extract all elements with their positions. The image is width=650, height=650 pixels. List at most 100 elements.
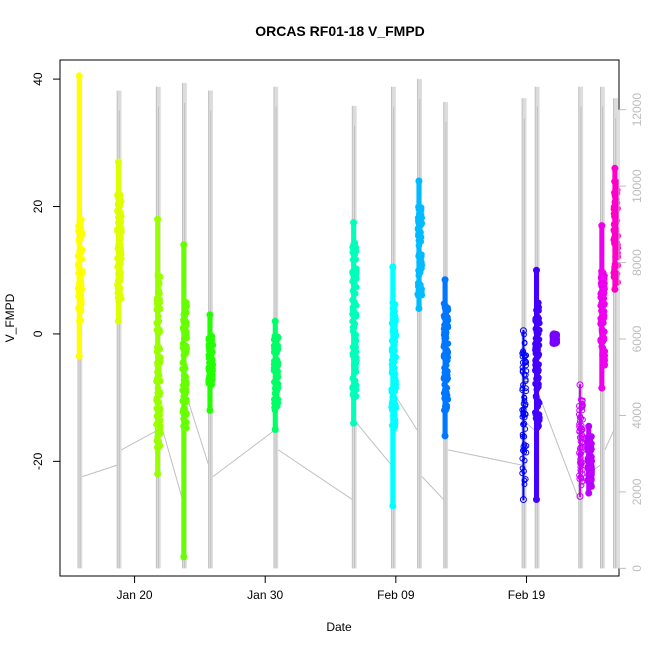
data-point [349, 268, 356, 276]
y2-tick-label: 8000 [630, 249, 644, 276]
series-rf08 [388, 263, 400, 510]
data-point [352, 344, 359, 351]
data-point [155, 412, 163, 419]
data-point [75, 227, 82, 235]
altitude-transit-line [277, 449, 353, 500]
y-tick-label: 40 [31, 72, 45, 86]
data-point [154, 470, 162, 478]
data-point [179, 365, 186, 373]
data-point [272, 359, 279, 367]
data-point [535, 330, 542, 337]
data-point [391, 347, 398, 354]
data-point [442, 305, 449, 312]
data-point [389, 502, 397, 510]
data-point [523, 442, 530, 449]
altitude-transit-line [82, 464, 118, 478]
data-point [600, 358, 607, 365]
data-point [75, 305, 82, 312]
data-point [153, 344, 161, 351]
data-point [392, 401, 399, 408]
data-point [523, 368, 530, 374]
data-point [521, 339, 528, 346]
data-point [577, 459, 583, 465]
data-point [271, 390, 279, 397]
data-point [611, 198, 618, 206]
data-point [352, 354, 359, 361]
data-point [155, 318, 163, 325]
data-point [577, 451, 584, 458]
series-rf09 [414, 177, 426, 312]
data-point [155, 295, 163, 303]
data-point [612, 277, 620, 285]
data-point [117, 235, 124, 242]
data-point [521, 331, 527, 338]
x-tick-label: Jan 30 [247, 588, 283, 602]
data-point [585, 422, 593, 430]
data-point [536, 399, 543, 406]
data-point [76, 317, 83, 324]
data-point [531, 367, 539, 374]
data-point [156, 404, 164, 412]
data-point [180, 553, 188, 561]
series-rf14 [584, 422, 595, 497]
y-axis: -20 0 20 40 [31, 72, 60, 470]
x-axis: Jan 20 Jan 30 Feb 09 Feb 19 [117, 576, 545, 602]
data-point [352, 290, 359, 297]
data-point [417, 212, 424, 220]
data-point [600, 273, 607, 281]
data-point [391, 322, 398, 329]
series-rf17 [610, 164, 622, 293]
series-rf15 [575, 381, 586, 500]
data-point [417, 207, 425, 214]
data-point [520, 421, 526, 428]
data-point [349, 243, 356, 251]
data-point [600, 314, 608, 322]
data-point [392, 354, 400, 361]
data-point [519, 387, 526, 393]
data-point [532, 380, 539, 388]
data-point [417, 232, 424, 239]
data-point [179, 344, 187, 352]
series-rf12 [531, 266, 543, 504]
data-point [388, 369, 396, 377]
data-point [209, 348, 216, 355]
y2-tick-label: 0 [630, 565, 644, 572]
data-point [154, 271, 161, 278]
data-point [588, 469, 595, 477]
data-point [351, 391, 359, 399]
data-point [598, 290, 605, 298]
data-point [75, 292, 83, 299]
data-point [352, 364, 359, 372]
data-point [117, 214, 124, 222]
data-point [155, 357, 163, 364]
data-point [271, 378, 278, 386]
data-point [601, 283, 608, 290]
data-point [519, 496, 527, 504]
data-point [612, 226, 620, 233]
data-point [534, 342, 541, 349]
data-point [443, 329, 450, 336]
data-point [598, 325, 606, 333]
altitude-transit-line [395, 396, 419, 432]
series-rf10 [440, 276, 452, 440]
altitude-transit-line [539, 396, 580, 500]
data-point [349, 385, 356, 392]
data-point [181, 421, 188, 428]
data-point [389, 310, 397, 318]
data-point [75, 72, 83, 80]
y2-tick-label: 4000 [630, 402, 644, 429]
data-point [522, 426, 529, 432]
data-point [153, 378, 160, 385]
series-rf16 [597, 222, 609, 392]
data-point [77, 233, 84, 241]
altitude-transit-line [160, 422, 183, 500]
data-point [441, 432, 449, 440]
data-point [599, 351, 606, 358]
data-point [77, 218, 84, 226]
data-point [576, 434, 583, 441]
data-point [521, 477, 528, 484]
data-point [181, 393, 188, 400]
data-point [155, 399, 163, 406]
data-point [576, 492, 584, 500]
